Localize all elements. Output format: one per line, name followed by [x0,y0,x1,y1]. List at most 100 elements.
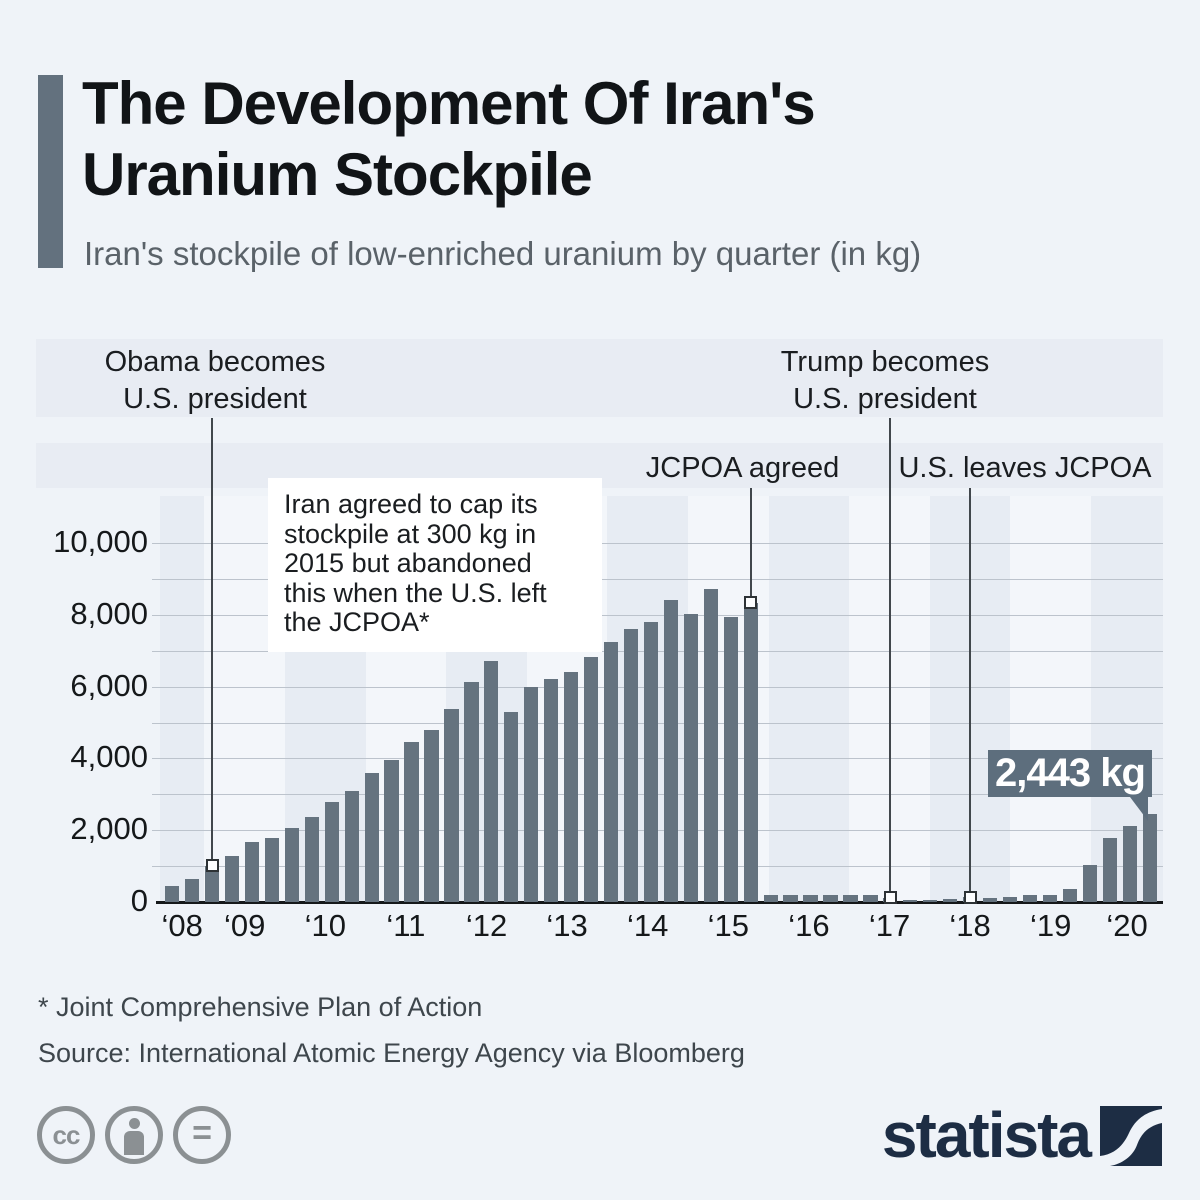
y-tick-label: 8,000 [70,595,148,631]
gridline [152,578,1163,580]
bar [1142,814,1157,902]
event-line [969,488,972,898]
bar [623,628,639,902]
x-axis-year-label: ‘17 [868,908,911,943]
value-callout: 2,443 kg [988,750,1152,821]
bar [723,617,738,902]
bar [1122,826,1137,902]
statista-logo-mark [1100,1106,1162,1171]
bar [1002,897,1018,902]
annotation-band-presidents [36,339,1163,417]
y-tick-label: 2,000 [70,811,148,847]
bar [324,801,339,902]
event-line [211,418,214,866]
bar [584,657,599,902]
bar [903,899,918,902]
bar [1062,888,1078,902]
bar [165,885,180,902]
bar [663,599,679,902]
y-tick-label: 4,000 [70,739,148,775]
bar [863,895,878,902]
event-marker [963,890,977,904]
event-marker [883,891,897,905]
bar [564,672,579,902]
source-line: Source: International Atomic Energy Agen… [38,1038,745,1068]
bar [1022,895,1038,902]
bar [384,759,399,902]
y-tick-label: 0 [130,883,148,918]
bar [843,895,858,902]
value-callout-text: 2,443 kg [995,751,1146,795]
gridline [152,614,1163,616]
x-axis-year-label: ‘14 [627,908,669,943]
bar [264,838,280,902]
bar [464,681,479,902]
bar [304,816,319,902]
footnote: * Joint Comprehensive Plan of Action [38,992,483,1022]
bar [803,895,818,902]
bar [923,899,938,902]
cap-note-box: Iran agreed to cap its stockpile at 300 … [268,478,602,652]
year-stripe [160,496,205,902]
x-axis-year-label: ‘09 [224,908,266,943]
y-tick-label: 6,000 [70,667,148,703]
bar [404,741,419,902]
bar [1102,837,1117,902]
bar [783,895,798,902]
y-tick-label: 10,000 [53,524,148,559]
x-axis-year-label: ‘15 [707,908,749,943]
bar [184,879,200,902]
bar [484,660,499,902]
equal-icon: = [173,1106,231,1164]
bar [982,897,998,902]
creative-commons-icon: cc [37,1106,95,1164]
x-axis-year-label: ‘08 [161,908,203,943]
title-accent-bar [38,75,63,268]
statista-logo-text: statista [881,1099,1092,1171]
annotation-trump: Trump becomes U.S. president [780,346,990,415]
page-title: The Development Of Iran's Uranium Stockp… [82,70,816,208]
x-axis-year-label: ‘10 [304,908,346,943]
bar [643,621,659,902]
bar [364,772,379,902]
year-stripe [768,496,850,902]
x-axis-year-label: ‘16 [788,908,830,943]
x-axis-year-label: ‘12 [465,908,508,943]
event-line [889,418,892,898]
x-axis-year-label: ‘11 [386,908,426,943]
x-axis-year-label: ‘19 [1030,908,1072,943]
year-stripe [1010,496,1091,902]
bar [424,729,439,902]
bar [504,712,519,902]
annotation-us-leaves-jcpoa: U.S. leaves JCPOA [898,452,1152,484]
bar [943,898,958,902]
bar [603,642,619,902]
bar [344,791,359,902]
bar [683,614,698,902]
bar [444,708,459,902]
bar [544,679,559,902]
bar [823,895,838,902]
bar [524,686,539,902]
gridline [152,543,1163,544]
bar [224,856,240,902]
event-marker [205,859,219,873]
bar [703,589,718,902]
bar [204,865,220,902]
event-line [749,488,752,603]
annotation-jcpoa-agreed: JCPOA agreed [645,452,840,484]
bar [244,841,260,902]
annotation-obama: Obama becomes U.S. president [104,346,326,415]
bar [284,828,299,902]
bar [743,602,758,902]
page-subtitle: Iran's stockpile of low-enriched uranium… [84,235,922,272]
x-axis-year-label: ‘13 [546,908,588,943]
x-axis-line [156,901,1163,904]
event-marker [744,596,758,610]
attribution-icon [105,1106,163,1164]
x-axis-year-label: ‘18 [949,908,991,943]
bar [1082,865,1097,902]
bar [763,895,778,902]
